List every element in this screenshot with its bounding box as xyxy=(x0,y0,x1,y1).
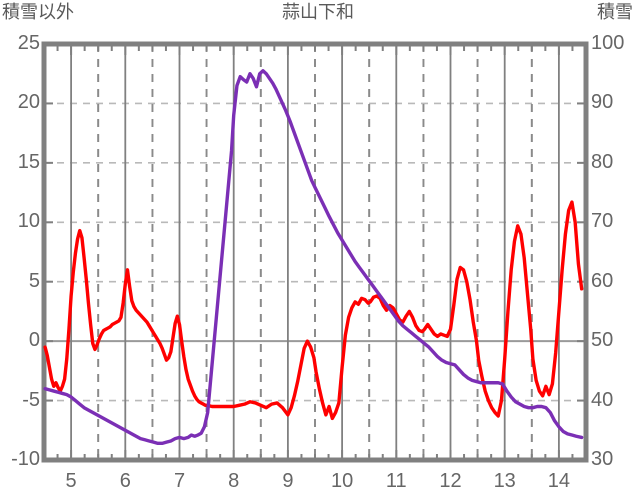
x-tick-11: 11 xyxy=(385,470,407,492)
right-tick-30: 30 xyxy=(591,448,614,470)
gridlines xyxy=(44,44,586,460)
right-tick-100: 100 xyxy=(591,32,625,54)
x-tick-7: 7 xyxy=(173,470,186,492)
series-line-1 xyxy=(43,200,584,421)
left-tick-0: 0 xyxy=(28,329,40,352)
left-tick-15: 15 xyxy=(17,150,40,173)
x-tick-12: 12 xyxy=(439,470,462,492)
series-line-2 xyxy=(43,69,584,446)
x-tick-8: 8 xyxy=(228,470,240,492)
left-tick-25: 25 xyxy=(17,32,40,54)
right-tick-80: 80 xyxy=(591,150,614,173)
x-tick-13: 13 xyxy=(493,470,516,492)
left-tick--5: -5 xyxy=(22,388,40,411)
data-series xyxy=(43,69,584,446)
x-tick-9: 9 xyxy=(282,470,294,492)
plot-frame xyxy=(41,41,589,463)
right-tick-60: 60 xyxy=(591,269,614,292)
x-tick-6: 6 xyxy=(119,470,131,492)
right-tick-50: 50 xyxy=(591,329,614,352)
right-tick-90: 90 xyxy=(591,91,614,114)
page-title: 蒜山下和 xyxy=(282,2,354,22)
right-tick-70: 70 xyxy=(591,210,614,233)
x-tick-14: 14 xyxy=(547,470,571,492)
right-tick-40: 40 xyxy=(591,388,614,411)
right-axis-unit-label: 積雪 xyxy=(597,2,633,22)
left-tick-5: 5 xyxy=(28,269,40,292)
x-tick-10: 10 xyxy=(330,470,354,492)
left-tick-20: 20 xyxy=(17,91,40,114)
left-tick-10: 10 xyxy=(17,210,40,233)
left-tick--10: -10 xyxy=(11,448,40,470)
x-tick-5: 5 xyxy=(65,470,77,492)
left-axis-unit-label: 積雪以外 xyxy=(2,2,74,22)
